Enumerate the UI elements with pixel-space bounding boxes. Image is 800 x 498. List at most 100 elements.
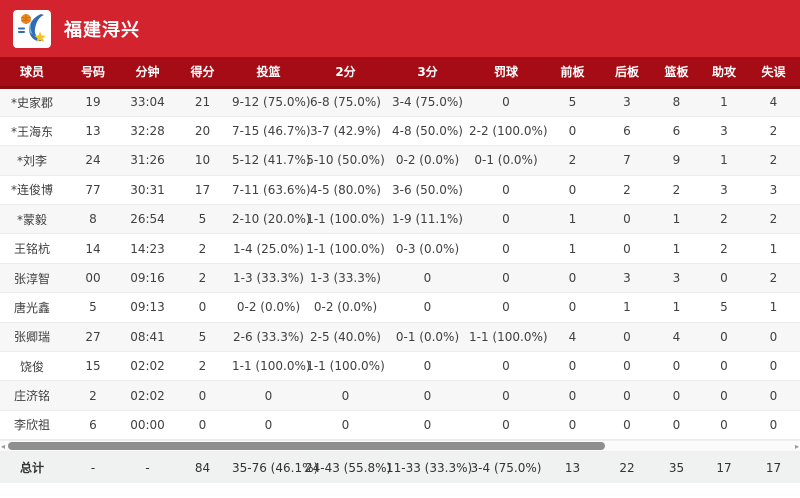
stat-cell: 0 — [602, 351, 652, 382]
stat-cell: 1-3 (33.3%) — [305, 263, 386, 294]
stat-cell: 7-11 (63.6%) — [232, 175, 311, 206]
column-header: 助攻 — [701, 57, 747, 89]
stat-cell: 17 — [173, 175, 232, 206]
logo-text-mark — [18, 30, 25, 33]
stat-cell: 1 — [652, 292, 701, 323]
column-header: 失误 — [747, 57, 800, 89]
stat-cell: 24 — [64, 145, 122, 176]
stat-cell: 5 — [64, 292, 122, 323]
player-row: 唐光鑫 5 09:13 0 0-2 (0.0%) 0-2 (0.0%) 0 0 0 1 1 5 1 — [0, 292, 800, 323]
stat-cell: 1 — [543, 233, 602, 264]
stat-cell: 31:26 — [122, 145, 173, 176]
team-header-bar: 福建浔兴 — [0, 0, 800, 57]
player-name: *史家郡 — [0, 87, 64, 117]
stat-cell: 0 — [747, 380, 800, 411]
player-row: 王铭杭 14 14:23 2 1-4 (25.0%) 1-1 (100.0%) 0-3 (0… — [0, 233, 800, 264]
stat-cell: 0-1 (0.0%) — [386, 322, 469, 353]
stat-cell: 0-2 (0.0%) — [386, 145, 469, 176]
stat-cell: 4-8 (50.0%) — [386, 116, 469, 147]
stat-cell: 2 — [701, 204, 747, 235]
scrollbar-thumb[interactable] — [8, 442, 605, 451]
total-stat-cell: 13 — [543, 452, 602, 484]
column-header: 3分 — [386, 57, 469, 89]
stat-cell: 0 — [469, 175, 543, 206]
stat-cell: 00 — [64, 263, 122, 294]
stat-cell: 6 — [652, 116, 701, 147]
stat-cell: 0 — [602, 322, 652, 353]
stat-cell: 2-6 (33.3%) — [232, 322, 305, 353]
stat-cell: 1-1 (100.0%) — [305, 233, 386, 264]
stat-cell: 5 — [543, 87, 602, 117]
column-header: 后板 — [602, 57, 652, 89]
column-header-row: 球员 号码 分钟 得分 投篮 2分 3分 罚球 前板 后板 篮板 助攻 失误 — [0, 57, 800, 89]
stat-cell: 3-7 (42.9%) — [305, 116, 386, 147]
stat-cell: 3 — [747, 175, 800, 206]
stat-cell: 02:02 — [122, 351, 173, 382]
stat-cell: 5 — [173, 322, 232, 353]
player-name: *连俊博 — [0, 175, 64, 206]
player-name: 王铭杭 — [0, 233, 64, 264]
column-header: 罚球 — [469, 57, 543, 89]
stat-cell: 0 — [543, 410, 602, 441]
stat-cell: 2 — [747, 116, 800, 147]
stat-cell: 0 — [386, 351, 469, 382]
stat-cell: 6-8 (75.0%) — [305, 87, 386, 117]
stat-cell: 0 — [305, 380, 386, 411]
stat-cell: 1 — [701, 145, 747, 176]
stat-cell: 0 — [469, 233, 543, 264]
stat-cell: 7 — [602, 145, 652, 176]
stat-cell: 9-12 (75.0%) — [232, 87, 311, 117]
stat-cell: 0 — [469, 410, 543, 441]
total-stat-cell: 17 — [747, 452, 800, 484]
stat-cell: 0 — [469, 351, 543, 382]
player-name: 张淳智 — [0, 263, 64, 294]
scrollbar-left-arrow-icon[interactable]: ◂ — [1, 442, 6, 452]
stat-cell: 3 — [602, 87, 652, 117]
stat-cell: 0-1 (0.0%) — [469, 145, 543, 176]
stat-cell: 4 — [747, 87, 800, 117]
player-row: 张卿瑞 27 08:41 5 2-6 (33.3%) 2-5 (40.0%) 0-1 (0.… — [0, 322, 800, 353]
stat-cell: 00:00 — [122, 410, 173, 441]
column-header: 号码 — [64, 57, 122, 89]
player-row: *连俊博 77 30:31 17 7-11 (63.6%) 4-5 (80.0%) 3-6 … — [0, 175, 800, 206]
total-stat-cell: 22 — [602, 452, 652, 484]
stat-cell: 08:41 — [122, 322, 173, 353]
stat-cell: 1 — [652, 233, 701, 264]
stat-cell: 3-4 (75.0%) — [386, 87, 469, 117]
stat-cell: 0 — [469, 204, 543, 235]
stat-cell: 1 — [701, 87, 747, 117]
stat-cell: 7-15 (46.7%) — [232, 116, 311, 147]
player-row: *王海东 13 32:28 20 7-15 (46.7%) 3-7 (42.9%) 4-8 … — [0, 116, 800, 147]
stat-cell: 0 — [232, 380, 305, 411]
stat-cell: 0 — [543, 175, 602, 206]
stat-cell: 20 — [173, 116, 232, 147]
stat-cell: 26:54 — [122, 204, 173, 235]
stat-cell: 0 — [305, 410, 386, 441]
scrollbar-right-arrow-icon[interactable]: ▸ — [794, 442, 799, 452]
player-row: *史家郡 19 33:04 21 9-12 (75.0%) 6-8 (75.0%) 3-4 … — [0, 87, 800, 117]
stat-cell: 2 — [747, 263, 800, 294]
stat-cell: 5 — [701, 292, 747, 323]
stat-cell: 1-1 (100.0%) — [469, 322, 548, 353]
stat-cell: 1-1 (100.0%) — [305, 204, 386, 235]
stat-cell: 14 — [64, 233, 122, 264]
stat-cell: 32:28 — [122, 116, 173, 147]
stat-cell: 09:16 — [122, 263, 173, 294]
stat-cell: 9 — [652, 145, 701, 176]
column-header: 得分 — [173, 57, 232, 89]
stat-cell: 27 — [64, 322, 122, 353]
stat-cell: 33:04 — [122, 87, 173, 117]
stat-cell: 4 — [652, 322, 701, 353]
stat-cell: 0 — [386, 292, 469, 323]
stat-cell: 1-3 (33.3%) — [232, 263, 305, 294]
stat-cell: 2-10 (20.0%) — [232, 204, 311, 235]
stat-cell: 1-9 (11.1%) — [386, 204, 469, 235]
stat-cell: 0 — [469, 380, 543, 411]
stat-cell: 0 — [602, 380, 652, 411]
total-stat-cell: 24-43 (55.8%) — [305, 452, 391, 484]
horizontal-scrollbar[interactable]: ◂ ▸ — [0, 440, 800, 453]
player-name: *蒙毅 — [0, 204, 64, 235]
stat-cell: 30:31 — [122, 175, 173, 206]
stat-cell: 1 — [602, 292, 652, 323]
stat-cell: 2 — [701, 233, 747, 264]
